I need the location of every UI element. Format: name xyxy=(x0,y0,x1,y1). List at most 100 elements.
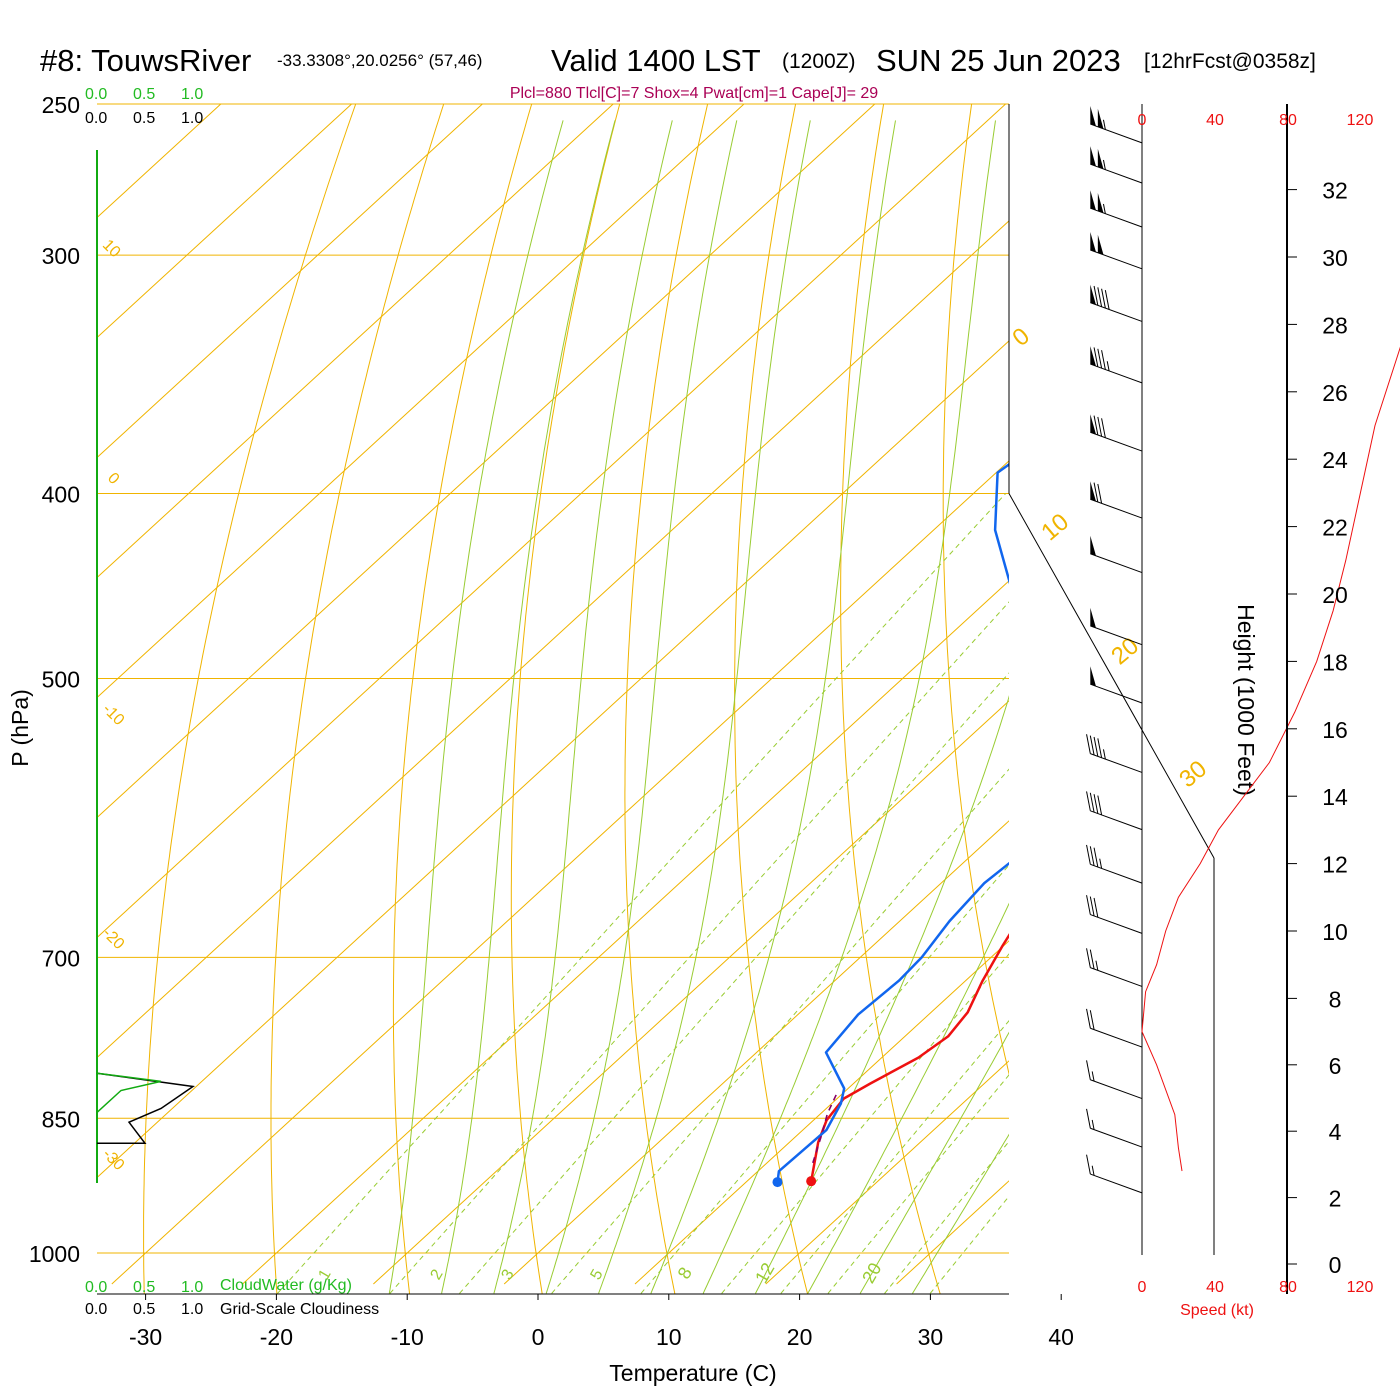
barb-half-flag xyxy=(1091,1119,1095,1130)
isotherm-line xyxy=(97,104,222,219)
utc-time: (1200Z) xyxy=(782,50,856,73)
dry-adiabat-line xyxy=(143,104,357,1294)
x-tick-label: 30 xyxy=(918,1324,944,1350)
barb-pennant xyxy=(1097,234,1104,255)
barb-flag xyxy=(1097,416,1103,437)
cloud-water-bottom-1: 0.5 xyxy=(133,1279,155,1296)
cloud-panel xyxy=(96,150,196,1183)
wind-panel xyxy=(1086,104,1400,1255)
wind-barb xyxy=(1086,791,1143,831)
barb-staff xyxy=(1090,163,1143,184)
barb-pennant xyxy=(1090,146,1096,167)
mixing-ratio-line xyxy=(640,864,1009,1294)
barb-flag xyxy=(1093,347,1099,367)
sounding-traces xyxy=(772,462,1009,1188)
x-tick-label: 20 xyxy=(787,1324,813,1350)
barb-flag xyxy=(1097,795,1103,816)
barb-half-flag xyxy=(1106,361,1110,372)
height-axis-label: Height (1000 Feet) xyxy=(1233,604,1259,796)
mixing-ratio-line xyxy=(459,672,1009,1294)
dry-adiabat-line xyxy=(510,104,621,1294)
height-tick-label: 8 xyxy=(1329,986,1342,1012)
isotherm-line xyxy=(765,1060,1009,1285)
height-tick-label: 20 xyxy=(1322,582,1348,608)
barb-pennant xyxy=(1090,284,1096,305)
mixing-ratio-label: 3 xyxy=(499,1267,518,1283)
barb-pennant xyxy=(1090,666,1096,687)
moist-adiabat-label: 8 xyxy=(674,1264,696,1283)
barb-flag xyxy=(1089,846,1095,866)
height-tick-label: 14 xyxy=(1322,784,1348,810)
wind-speed-line xyxy=(1141,346,1400,1172)
barb-staff xyxy=(1090,553,1143,574)
wind-barb xyxy=(1090,190,1143,228)
barb-flag xyxy=(1097,348,1103,369)
barb-staff xyxy=(1090,363,1143,384)
barb-staff xyxy=(1090,431,1143,452)
barb-flag xyxy=(1086,895,1091,915)
height-tick-label: 18 xyxy=(1322,649,1348,675)
cloudiness-top-2: 1.0 xyxy=(181,110,203,127)
barb-flag xyxy=(1093,897,1099,918)
height-tick-label: 32 xyxy=(1322,178,1348,204)
y-axis-label: P (hPa) xyxy=(7,689,33,767)
barb-pennant xyxy=(1097,108,1104,129)
isotherm-line xyxy=(503,820,1009,1285)
wind-barb xyxy=(1090,284,1143,322)
speed-top-1: 40 xyxy=(1206,112,1224,129)
height-tick-label: 10 xyxy=(1322,919,1348,945)
barb-staff xyxy=(1090,683,1143,704)
height-tick-label: 4 xyxy=(1329,1119,1342,1145)
isotherm-label: 0 xyxy=(1007,323,1035,352)
speed-bottom-3: 120 xyxy=(1347,1279,1374,1296)
y-tick-label: 250 xyxy=(42,92,80,118)
cloud-water-top-1: 0.5 xyxy=(133,86,155,103)
speed-bottom-0: 0 xyxy=(1138,1279,1147,1296)
barb-flag xyxy=(1093,794,1099,814)
wind-barb xyxy=(1086,1008,1143,1048)
speed-top-3: 120 xyxy=(1347,112,1374,129)
barb-half-flag xyxy=(1102,119,1106,130)
moist-adiabat-label: 12 xyxy=(751,1259,778,1286)
barb-flag xyxy=(1093,482,1099,503)
barb-flag xyxy=(1089,1010,1095,1030)
barb-staff xyxy=(1090,625,1143,646)
dry-adiabat-line xyxy=(1043,104,1207,1296)
barb-half-flag xyxy=(1091,1165,1095,1176)
plot-frame xyxy=(97,103,1215,1295)
barb-flag xyxy=(1089,792,1095,813)
wind-barb xyxy=(1090,232,1143,270)
barb-pennant xyxy=(1090,481,1096,502)
barb-staff xyxy=(1090,1173,1143,1194)
wind-barb xyxy=(1090,346,1143,384)
wind-barb xyxy=(1086,1060,1143,1100)
mixing-ratio-line xyxy=(277,493,1006,1294)
barb-staff xyxy=(1090,123,1143,144)
moist-adiabat-line xyxy=(702,120,996,1294)
isotherm-line xyxy=(373,700,1009,1285)
isotherm-line xyxy=(97,220,1009,1059)
barb-pennant xyxy=(1090,346,1096,367)
barb-flag xyxy=(1093,285,1099,306)
barb-pennant xyxy=(1090,106,1096,127)
cloud-water-bottom-2: 1.0 xyxy=(181,1279,203,1296)
isotherm-label: 30 xyxy=(1174,755,1212,793)
mixing-ratio-label: 5 xyxy=(588,1267,607,1283)
barb-flag xyxy=(1097,287,1103,307)
y-tick-label: 300 xyxy=(42,243,80,269)
barb-staff xyxy=(1090,498,1143,519)
barb-flag xyxy=(1093,847,1099,868)
forecast-info: [12hrFcst@0358z] xyxy=(1144,50,1316,73)
isotherm-line xyxy=(97,104,483,459)
wind-barb xyxy=(1090,146,1143,184)
barb-pennant xyxy=(1090,232,1096,253)
moist-adiabat-line xyxy=(598,120,811,1294)
x-tick-label: -10 xyxy=(391,1324,424,1350)
cloud-water-bottom-0: 0.0 xyxy=(85,1279,107,1296)
moist-adiabat-line xyxy=(388,120,564,1294)
axis-ticks: -30 -20 -10 0 10 20 30 402503004005007008501000… xyxy=(29,92,1212,1350)
barb-pennant xyxy=(1090,535,1096,556)
height-tick-label: 6 xyxy=(1329,1053,1342,1079)
isotherm-label: 10 xyxy=(1036,508,1074,546)
